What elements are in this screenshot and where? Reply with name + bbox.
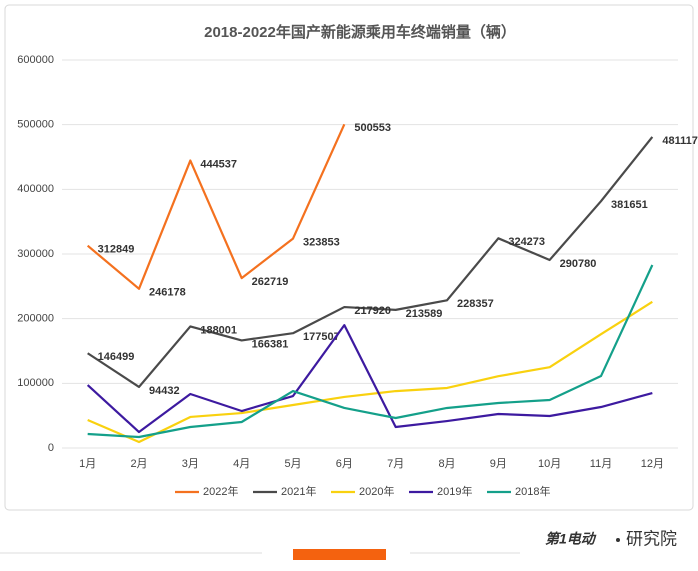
x-tick-label: 8月 <box>438 458 455 470</box>
data-label: 323853 <box>303 236 340 248</box>
data-label: 213589 <box>406 308 443 320</box>
x-tick-label: 10月 <box>538 458 561 470</box>
data-label: 481117 <box>662 135 698 147</box>
x-tick-label: 9月 <box>490 458 507 470</box>
y-tick-label: 200000 <box>17 313 54 325</box>
y-tick-label: 600000 <box>17 54 54 66</box>
data-label: 166381 <box>252 338 289 350</box>
series-line <box>87 264 654 439</box>
series-line <box>86 123 346 290</box>
brand-dot <box>616 538 620 542</box>
x-tick-label: 2月 <box>130 458 147 470</box>
legend-label: 2020年 <box>359 484 394 498</box>
x-tick-label: 1月 <box>79 458 96 470</box>
y-tick-label: 300000 <box>17 248 54 260</box>
data-label: 324273 <box>508 236 545 248</box>
chart-title: 2018-2022年国产新能源乘用车终端销量（辆） <box>204 23 516 41</box>
brand-logo: 第1电动 <box>545 531 597 547</box>
footer-accent <box>293 549 386 560</box>
brand-name: 研究院 <box>626 529 677 548</box>
y-tick-label: 500000 <box>17 119 54 131</box>
data-label: 246178 <box>149 287 186 299</box>
series-line <box>87 300 653 444</box>
series-line <box>87 136 654 389</box>
data-label: 500553 <box>354 122 391 134</box>
x-tick-label: 6月 <box>336 458 353 470</box>
data-label: 312849 <box>98 244 135 256</box>
data-label: 177507 <box>303 331 340 343</box>
data-label: 146499 <box>98 351 135 363</box>
x-tick-label: 12月 <box>641 458 664 470</box>
data-label: 217920 <box>354 305 391 317</box>
y-tick-label: 0 <box>48 442 54 454</box>
data-label: 94432 <box>149 385 180 397</box>
x-tick-label: 3月 <box>182 458 199 470</box>
y-tick-label: 100000 <box>17 377 54 389</box>
series-line <box>86 324 653 434</box>
data-label: 381651 <box>611 199 648 211</box>
legend-label: 2019年 <box>437 484 472 498</box>
data-label: 262719 <box>252 276 289 288</box>
data-label: 290780 <box>560 258 597 270</box>
y-tick-label: 400000 <box>17 183 54 195</box>
x-tick-label: 4月 <box>233 458 250 470</box>
data-label: 444537 <box>200 158 237 170</box>
legend-label: 2018年 <box>515 484 550 498</box>
legend-label: 2021年 <box>281 484 316 498</box>
x-tick-label: 5月 <box>284 458 301 470</box>
legend-label: 2022年 <box>203 484 238 498</box>
data-label: 188001 <box>200 324 237 336</box>
x-tick-label: 11月 <box>590 458 612 470</box>
data-label: 228357 <box>457 298 494 310</box>
x-tick-label: 7月 <box>387 458 404 470</box>
